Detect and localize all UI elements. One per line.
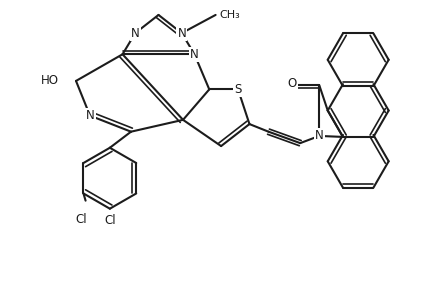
Text: N: N [85, 109, 94, 122]
Text: HO: HO [41, 74, 60, 87]
Text: O: O [285, 79, 294, 92]
Text: CH₃: CH₃ [219, 10, 239, 20]
Text: O: O [286, 76, 296, 90]
Text: Cl: Cl [104, 214, 115, 227]
Text: HO: HO [40, 74, 59, 87]
Text: N: N [190, 48, 199, 61]
Text: N: N [314, 129, 323, 142]
Text: N: N [314, 129, 323, 142]
Text: S: S [234, 83, 241, 96]
Text: N: N [177, 27, 186, 39]
Text: Cl: Cl [75, 213, 87, 226]
Text: N: N [130, 27, 139, 39]
